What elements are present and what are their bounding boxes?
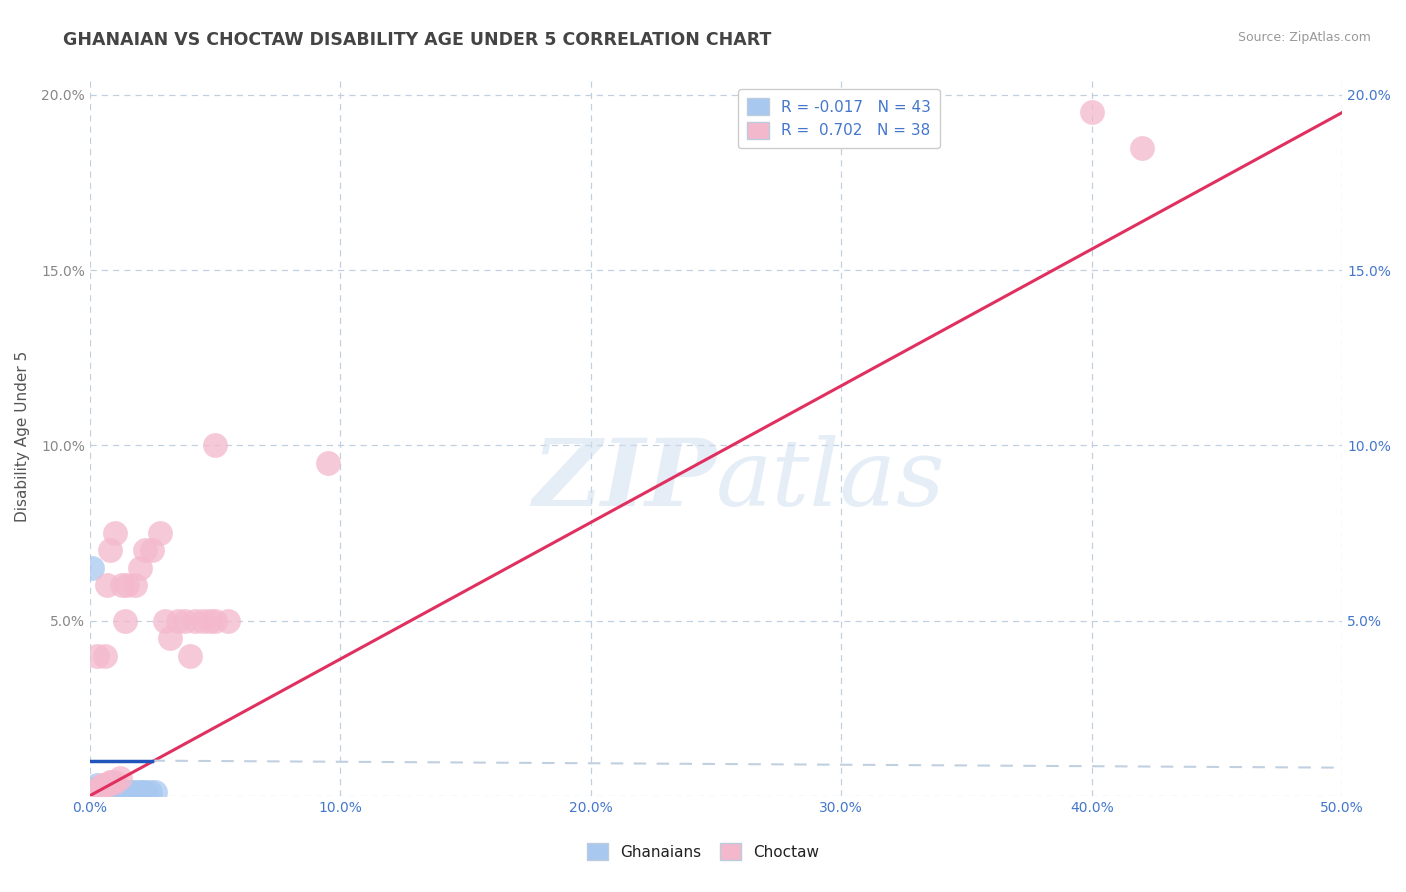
- Point: [86, 789, 108, 803]
- Point: [174, 614, 197, 628]
- Point: [117, 785, 139, 799]
- Point: [86, 781, 108, 796]
- Point: [204, 438, 226, 452]
- Point: [101, 785, 124, 799]
- Point: [179, 648, 201, 663]
- Y-axis label: Disability Age Under 5: Disability Age Under 5: [15, 351, 30, 522]
- Legend: R = -0.017   N = 43, R =  0.702   N = 38: R = -0.017 N = 43, R = 0.702 N = 38: [738, 88, 941, 148]
- Point: [111, 578, 134, 592]
- Point: [86, 785, 108, 799]
- Point: [134, 543, 156, 558]
- Point: [191, 614, 214, 628]
- Point: [83, 785, 105, 799]
- Point: [198, 614, 221, 628]
- Point: [101, 774, 124, 789]
- Point: [98, 785, 121, 799]
- Point: [82, 561, 104, 575]
- Point: [153, 614, 176, 628]
- Point: [94, 648, 117, 663]
- Point: [83, 785, 105, 799]
- Point: [82, 785, 104, 799]
- Point: [159, 631, 181, 645]
- Point: [127, 789, 149, 803]
- Point: [98, 774, 121, 789]
- Point: [124, 578, 146, 592]
- Point: [117, 578, 139, 592]
- Point: [104, 774, 127, 789]
- Point: [217, 614, 239, 628]
- Point: [184, 614, 207, 628]
- Point: [141, 543, 163, 558]
- Point: [98, 543, 121, 558]
- Point: [121, 785, 143, 799]
- Text: GHANAIAN VS CHOCTAW DISABILITY AGE UNDER 5 CORRELATION CHART: GHANAIAN VS CHOCTAW DISABILITY AGE UNDER…: [63, 31, 772, 49]
- Point: [94, 789, 117, 803]
- Point: [89, 785, 111, 799]
- Point: [86, 781, 108, 796]
- Point: [114, 785, 136, 799]
- Point: [105, 785, 128, 799]
- Point: [91, 778, 114, 792]
- Point: [91, 789, 114, 803]
- Point: [82, 785, 104, 799]
- Point: [1081, 105, 1104, 120]
- Point: [124, 785, 146, 799]
- Point: [86, 785, 108, 799]
- Point: [108, 771, 131, 785]
- Point: [104, 785, 127, 799]
- Point: [111, 785, 134, 799]
- Point: [108, 785, 131, 799]
- Point: [83, 789, 105, 803]
- Point: [139, 785, 162, 799]
- Text: atlas: atlas: [716, 434, 946, 524]
- Point: [98, 781, 121, 796]
- Point: [86, 648, 108, 663]
- Point: [82, 789, 104, 803]
- Point: [91, 781, 114, 796]
- Point: [149, 525, 172, 540]
- Point: [129, 785, 152, 799]
- Point: [94, 778, 117, 792]
- Point: [83, 781, 105, 796]
- Point: [143, 785, 166, 799]
- Text: Source: ZipAtlas.com: Source: ZipAtlas.com: [1237, 31, 1371, 45]
- Point: [129, 561, 152, 575]
- Point: [134, 785, 156, 799]
- Point: [131, 785, 153, 799]
- Point: [96, 778, 118, 792]
- Point: [89, 781, 111, 796]
- Point: [118, 785, 141, 799]
- Point: [83, 785, 105, 799]
- Point: [89, 781, 111, 796]
- Point: [1130, 140, 1153, 154]
- Point: [104, 525, 127, 540]
- Point: [204, 614, 226, 628]
- Point: [82, 789, 104, 803]
- Point: [114, 614, 136, 628]
- Text: ZIP: ZIP: [531, 434, 716, 524]
- Point: [86, 778, 108, 792]
- Point: [96, 781, 118, 796]
- Point: [94, 785, 117, 799]
- Point: [89, 789, 111, 803]
- Point: [96, 578, 118, 592]
- Point: [96, 785, 118, 799]
- Point: [166, 614, 188, 628]
- Point: [82, 789, 104, 803]
- Point: [316, 456, 339, 470]
- Legend: Ghanaians, Choctaw: Ghanaians, Choctaw: [581, 837, 825, 866]
- Point: [101, 781, 124, 796]
- Point: [83, 781, 105, 796]
